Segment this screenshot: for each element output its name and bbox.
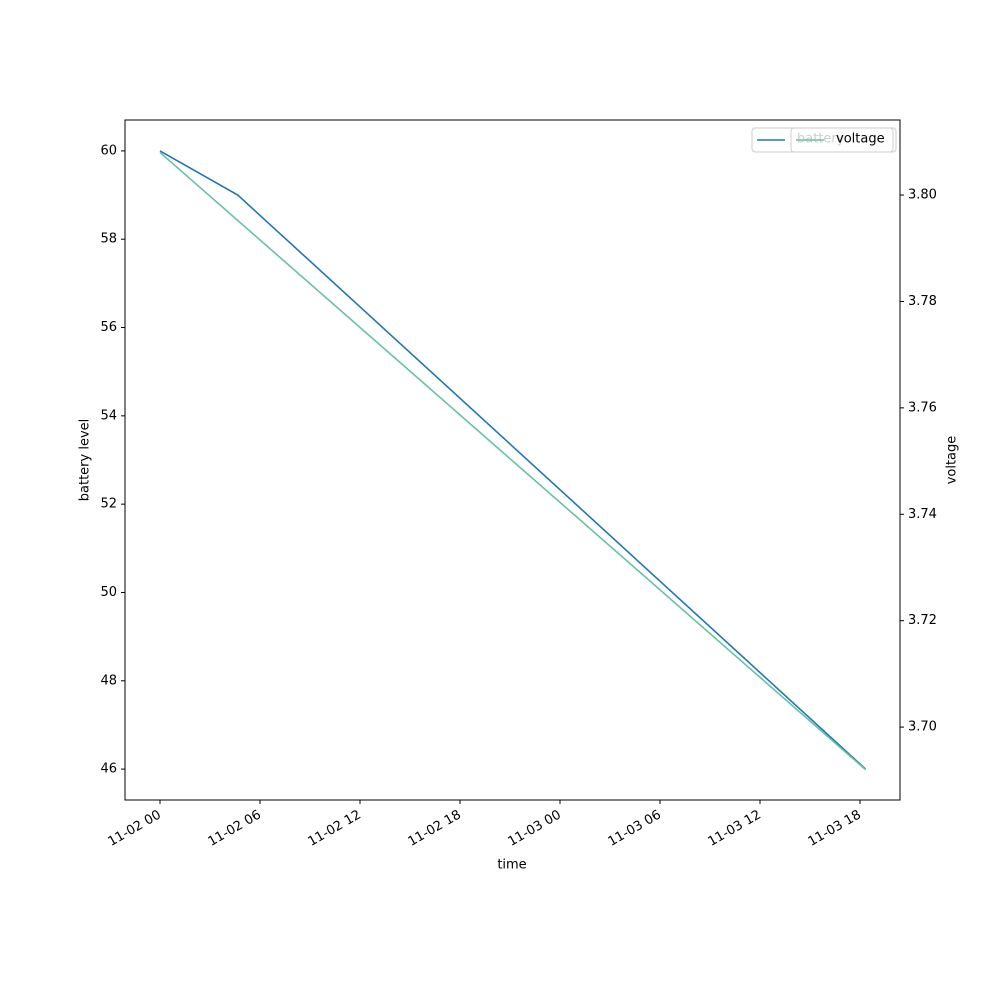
y2-axis-label: voltage — [945, 436, 960, 485]
plot-frame — [124, 119, 901, 801]
y2-tick-label: 3.80 — [908, 188, 937, 203]
y-axis-label: battery level — [78, 419, 93, 502]
y-tick-label: 60 — [100, 143, 117, 158]
data-line — [159, 151, 867, 771]
y2-tick-label: 3.72 — [908, 613, 937, 628]
y-tick-label: 58 — [100, 232, 117, 247]
x-axis-label: time — [497, 858, 526, 873]
y-tick-label: 54 — [100, 408, 117, 423]
y2-tick-label: 3.70 — [908, 720, 937, 735]
legend-label: voltage — [836, 132, 885, 147]
y-tick-label: 50 — [100, 585, 117, 600]
y2-tick-label: 3.76 — [908, 400, 937, 415]
legend-box — [790, 127, 894, 153]
y-tick-label: 52 — [100, 497, 117, 512]
y-tick-label: 46 — [100, 762, 117, 777]
y-tick-label: 48 — [100, 673, 117, 688]
data-line — [159, 150, 867, 770]
y-tick-label: 56 — [100, 320, 117, 335]
y2-tick-label: 3.74 — [908, 507, 937, 522]
y2-tick-label: 3.78 — [908, 294, 937, 309]
